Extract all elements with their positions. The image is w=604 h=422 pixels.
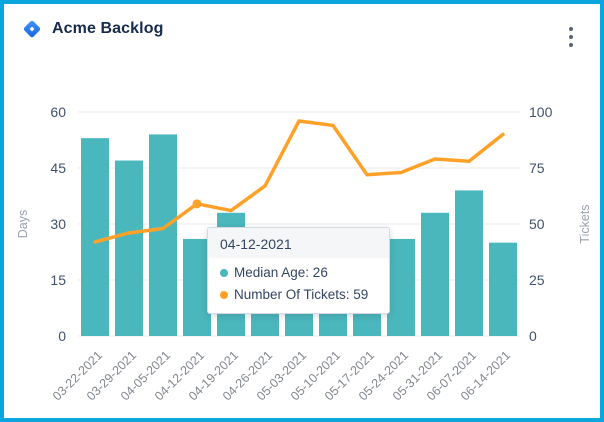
- right-axis-tick: 75: [529, 160, 545, 176]
- right-axis-name: Tickets: [578, 204, 592, 243]
- tooltip-date-title: 04-12-2021: [208, 228, 389, 258]
- right-axis-tick: 25: [529, 272, 545, 288]
- left-axis-tick: 60: [50, 104, 66, 120]
- app-logo-icon: [21, 18, 43, 40]
- bar-median-age[interactable]: [353, 309, 381, 336]
- right-axis-tick: 100: [529, 104, 553, 120]
- bar-median-age[interactable]: [251, 313, 279, 336]
- tooltip-row-tickets: Number Of Tickets: 59: [220, 287, 377, 302]
- bar-median-age[interactable]: [81, 138, 109, 336]
- left-axis-tick: 0: [58, 328, 66, 344]
- left-axis-tick: 45: [50, 160, 66, 176]
- median-age-dot-icon: [220, 268, 228, 277]
- right-axis-tick: 50: [529, 216, 545, 232]
- bar-median-age[interactable]: [387, 238, 415, 336]
- tooltip-row-median-age: Median Age: 26: [220, 265, 377, 280]
- left-axis-tick: 30: [50, 216, 66, 232]
- tooltip-body: Median Age: 26 Number Of Tickets: 59: [208, 258, 389, 313]
- active-point-marker[interactable]: [192, 199, 202, 209]
- left-axis-tick: 15: [50, 272, 66, 288]
- more-options-icon[interactable]: [566, 24, 576, 50]
- bar-median-age[interactable]: [421, 212, 449, 336]
- bar-median-age[interactable]: [489, 242, 517, 336]
- card-header: Acme Backlog: [21, 18, 163, 40]
- chart-tooltip: 04-12-2021 Median Age: 26 Number Of Tick…: [207, 227, 390, 314]
- bar-median-age[interactable]: [149, 134, 177, 336]
- page-title: Acme Backlog: [52, 20, 164, 37]
- bar-median-age[interactable]: [319, 309, 347, 336]
- tickets-dot-icon: [220, 290, 228, 299]
- left-axis-name: Days: [16, 210, 30, 238]
- tooltip-median-age-label: Median Age: 26: [234, 265, 328, 280]
- bar-median-age[interactable]: [455, 190, 483, 336]
- bar-median-age[interactable]: [285, 309, 313, 336]
- bar-median-age[interactable]: [115, 160, 143, 336]
- line-number-of-tickets[interactable]: [93, 119, 505, 244]
- tooltip-tickets-label: Number Of Tickets: 59: [234, 287, 369, 302]
- bar-median-age[interactable]: [183, 238, 211, 336]
- right-axis-tick: 0: [529, 328, 537, 344]
